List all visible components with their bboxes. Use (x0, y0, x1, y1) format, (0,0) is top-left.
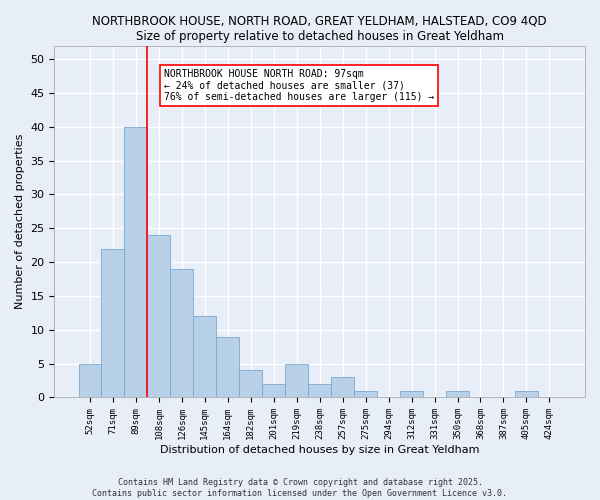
Y-axis label: Number of detached properties: Number of detached properties (15, 134, 25, 309)
Bar (101, 248, 124, 398)
Bar (354, 390, 377, 398)
Bar (239, 370, 262, 398)
Bar (308, 384, 331, 398)
Title: NORTHBROOK HOUSE, NORTH ROAD, GREAT YELDHAM, HALSTEAD, CO9 4QD
Size of property : NORTHBROOK HOUSE, NORTH ROAD, GREAT YELD… (92, 15, 547, 43)
Bar (148, 235, 170, 398)
Bar (262, 384, 285, 398)
Bar (285, 364, 308, 398)
Bar (170, 269, 193, 398)
Bar (193, 316, 217, 398)
Text: Contains HM Land Registry data © Crown copyright and database right 2025.
Contai: Contains HM Land Registry data © Crown c… (92, 478, 508, 498)
Bar (400, 390, 423, 398)
Bar (331, 377, 354, 398)
Bar (446, 390, 469, 398)
Bar (515, 390, 538, 398)
Bar (79, 364, 101, 398)
Bar (217, 336, 239, 398)
Text: NORTHBROOK HOUSE NORTH ROAD: 97sqm
← 24% of detached houses are smaller (37)
76%: NORTHBROOK HOUSE NORTH ROAD: 97sqm ← 24%… (164, 69, 434, 102)
Bar (124, 127, 148, 398)
X-axis label: Distribution of detached houses by size in Great Yeldham: Distribution of detached houses by size … (160, 445, 479, 455)
